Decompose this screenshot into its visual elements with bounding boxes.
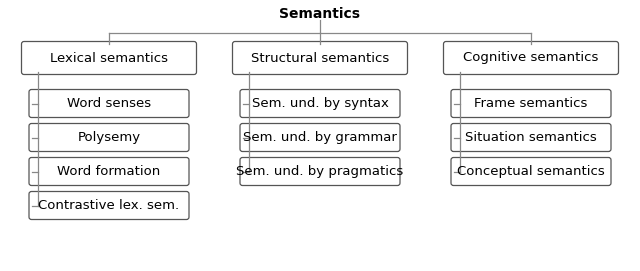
FancyBboxPatch shape bbox=[451, 89, 611, 118]
FancyBboxPatch shape bbox=[444, 41, 618, 75]
Text: Contrastive lex. sem.: Contrastive lex. sem. bbox=[38, 199, 180, 212]
FancyBboxPatch shape bbox=[451, 124, 611, 151]
FancyBboxPatch shape bbox=[240, 124, 400, 151]
Text: Structural semantics: Structural semantics bbox=[251, 51, 389, 64]
FancyBboxPatch shape bbox=[29, 157, 189, 186]
Text: Polysemy: Polysemy bbox=[77, 131, 141, 144]
Text: Situation semantics: Situation semantics bbox=[465, 131, 597, 144]
Text: Frame semantics: Frame semantics bbox=[474, 97, 588, 110]
FancyBboxPatch shape bbox=[29, 192, 189, 220]
Text: Cognitive semantics: Cognitive semantics bbox=[463, 51, 598, 64]
Text: Semantics: Semantics bbox=[280, 7, 360, 21]
Text: Lexical semantics: Lexical semantics bbox=[50, 51, 168, 64]
FancyBboxPatch shape bbox=[232, 41, 408, 75]
FancyBboxPatch shape bbox=[240, 89, 400, 118]
Text: Sem. und. by grammar: Sem. und. by grammar bbox=[243, 131, 397, 144]
FancyBboxPatch shape bbox=[451, 157, 611, 186]
Text: Sem. und. by pragmatics: Sem. und. by pragmatics bbox=[236, 165, 404, 178]
FancyBboxPatch shape bbox=[29, 124, 189, 151]
Text: Word formation: Word formation bbox=[58, 165, 161, 178]
Text: Conceptual semantics: Conceptual semantics bbox=[457, 165, 605, 178]
FancyBboxPatch shape bbox=[22, 41, 196, 75]
Text: Sem. und. by syntax: Sem. und. by syntax bbox=[252, 97, 388, 110]
Text: Word senses: Word senses bbox=[67, 97, 151, 110]
FancyBboxPatch shape bbox=[240, 157, 400, 186]
FancyBboxPatch shape bbox=[29, 89, 189, 118]
